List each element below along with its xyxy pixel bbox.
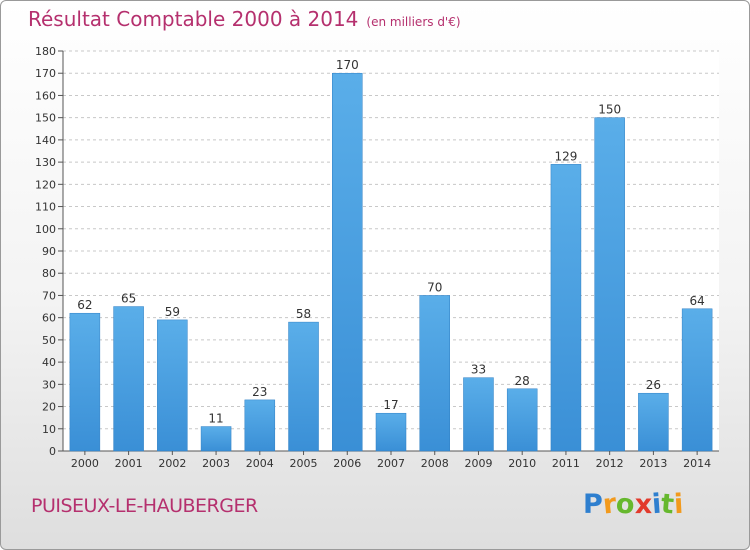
value-label-2010: 28 (515, 374, 530, 388)
bar-2009 (463, 377, 494, 452)
logo-letter: i (673, 488, 685, 521)
x-tick-label-2007: 2007 (377, 457, 405, 470)
x-tick-label-2013: 2013 (639, 457, 667, 470)
y-tick-label: 20 (42, 401, 56, 414)
y-tick-label: 80 (42, 267, 56, 280)
bar-2012 (594, 117, 625, 452)
y-tick-label: 120 (35, 178, 56, 191)
x-tick-label-2010: 2010 (508, 457, 536, 470)
value-label-2004: 23 (252, 385, 267, 399)
y-tick-label: 160 (35, 89, 56, 102)
logo-letter: P (583, 489, 603, 520)
bar-2007 (375, 412, 407, 452)
bar-2008 (419, 295, 450, 452)
value-label-2000: 62 (77, 298, 92, 312)
y-tick-label: 10 (42, 423, 56, 436)
bar-2003 (200, 426, 232, 452)
x-tick-label-2004: 2004 (246, 457, 274, 470)
y-tick-label: 0 (49, 445, 56, 458)
bar-2011 (550, 164, 582, 452)
value-label-2005: 58 (296, 307, 311, 321)
chart-title: Résultat Comptable 2000 à 2014 (en millie… (28, 7, 461, 31)
value-label-2007: 17 (383, 398, 398, 412)
y-tick-label: 60 (42, 312, 56, 325)
bar-2013 (638, 392, 669, 452)
logo-letter: o (615, 488, 636, 521)
y-tick-label: 140 (35, 134, 56, 147)
x-tick-label-2002: 2002 (158, 457, 186, 470)
y-tick-label: 130 (35, 156, 56, 169)
x-tick-label-2008: 2008 (421, 457, 449, 470)
y-tick-label: 150 (35, 112, 56, 125)
value-label-2013: 26 (646, 378, 661, 392)
x-tick-label-2006: 2006 (333, 457, 361, 470)
bar-2004 (244, 399, 276, 452)
value-label-2008: 70 (427, 280, 442, 294)
y-tick-label: 180 (35, 45, 56, 58)
bar-2010 (506, 388, 538, 452)
logo-letter: x (634, 489, 653, 520)
x-tick-label-2014: 2014 (683, 457, 711, 470)
x-tick-label-2000: 2000 (71, 457, 99, 470)
commune-name: PUISEUX-LE-HAUBERGER (31, 495, 258, 517)
x-tick-label-2001: 2001 (115, 457, 143, 470)
value-label-2003: 11 (208, 412, 223, 426)
value-label-2002: 59 (165, 305, 180, 319)
bar-2006 (332, 72, 363, 452)
bar-2005 (288, 321, 319, 452)
value-label-2011: 129 (554, 149, 577, 163)
y-tick-label: 170 (35, 67, 56, 80)
value-label-2014: 64 (689, 294, 704, 308)
value-label-2009: 33 (471, 363, 486, 377)
bar-2014 (681, 308, 713, 452)
y-tick-label: 40 (42, 356, 56, 369)
x-tick-label-2003: 2003 (202, 457, 230, 470)
x-tick-label-2012: 2012 (596, 457, 624, 470)
x-tick-label-2005: 2005 (290, 457, 318, 470)
bar-2002 (157, 319, 188, 452)
y-tick-label: 100 (35, 223, 56, 236)
y-tick-label: 90 (42, 245, 56, 258)
value-label-2001: 65 (121, 292, 136, 306)
x-tick-label-2011: 2011 (552, 457, 580, 470)
y-tick-label: 30 (42, 378, 56, 391)
y-tick-label: 50 (42, 334, 56, 347)
x-tick-label-2009: 2009 (464, 457, 492, 470)
chart-subtitle: (en milliers d'€) (366, 15, 461, 29)
bar-2000 (69, 312, 101, 452)
value-label-2006: 170 (336, 58, 359, 72)
y-tick-label: 110 (35, 201, 56, 214)
y-tick-label: 70 (42, 289, 56, 302)
value-label-2012: 150 (598, 103, 621, 117)
proxiti-logo: Proxiti (583, 488, 685, 521)
chart-title-text: Résultat Comptable 2000 à 2014 (28, 7, 359, 31)
bar-2001 (113, 306, 144, 452)
